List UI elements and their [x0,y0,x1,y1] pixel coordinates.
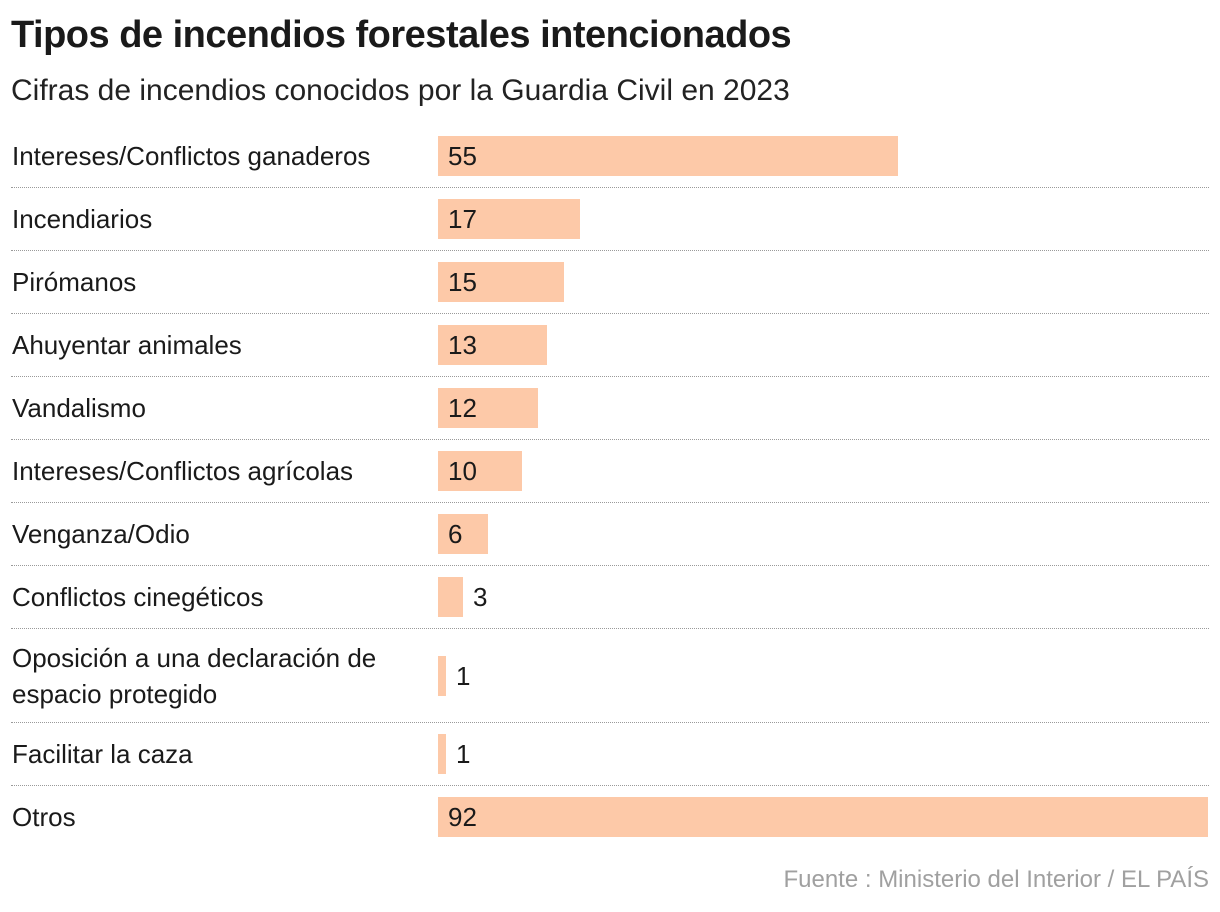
bar-row: Otros 92 [11,786,1209,848]
bar [438,388,538,428]
bar-row: Venganza/Odio 6 [11,503,1209,566]
value-label: 92 [448,802,477,832]
value-label: 10 [448,456,477,486]
value-label: 13 [448,330,477,360]
bar [438,136,898,176]
bar-row: Incendiarios 17 [11,188,1209,251]
bar [438,514,488,554]
category-label: Pirómanos [12,267,137,297]
bar [438,577,463,617]
bar-row: Ahuyentar animales 13 [11,314,1209,377]
category-label: Oposición a una declaración de espacio p… [12,642,377,709]
category-label: Intereses/Conflictos agrícolas [12,456,354,486]
source-note: Fuente : Ministerio del Interior / EL PA… [783,866,1209,893]
bar-row: Conflictos cinegéticos 3 [11,566,1209,629]
value-label: 17 [448,204,477,234]
category-label: Otros [12,802,76,832]
category-label: Vandalismo [12,393,146,423]
category-label: Venganza/Odio [12,519,190,549]
bar-row: Intereses/Conflictos ganaderos 55 [11,125,1209,188]
value-label: 1 [456,660,471,691]
category-label: Incendiarios [12,204,153,234]
bar-row: Vandalismo 12 [11,377,1209,440]
bar-rows: Intereses/Conflictos ganaderos 55 Incendia… [11,125,1209,848]
bar [438,325,547,365]
bar [438,262,564,302]
value-label: 1 [456,739,471,769]
bar-row: Oposición a una declaración de espacio p… [11,629,1209,723]
category-label: Conflictos cinegéticos [12,582,264,612]
value-label: 15 [448,267,477,297]
chart-subtitle: Cifras de incendios conocidos por la Gua… [11,74,790,107]
value-label: 12 [448,393,477,423]
bar [438,734,446,774]
bar [438,797,1208,837]
bar-row: Pirómanos 15 [11,251,1209,314]
value-label: 3 [473,582,488,612]
value-label: 55 [448,141,477,171]
value-label: 6 [448,519,463,549]
category-label: Intereses/Conflictos ganaderos [12,141,371,171]
category-label: Facilitar la caza [12,739,193,769]
chart-title: Tipos de incendios forestales intenciona… [11,14,792,56]
bar-row: Facilitar la caza 1 [11,723,1209,786]
bar [438,655,446,696]
bar [438,199,580,239]
bar [438,451,522,491]
bar-row: Intereses/Conflictos agrícolas 10 [11,440,1209,503]
category-label: Ahuyentar animales [12,330,242,360]
